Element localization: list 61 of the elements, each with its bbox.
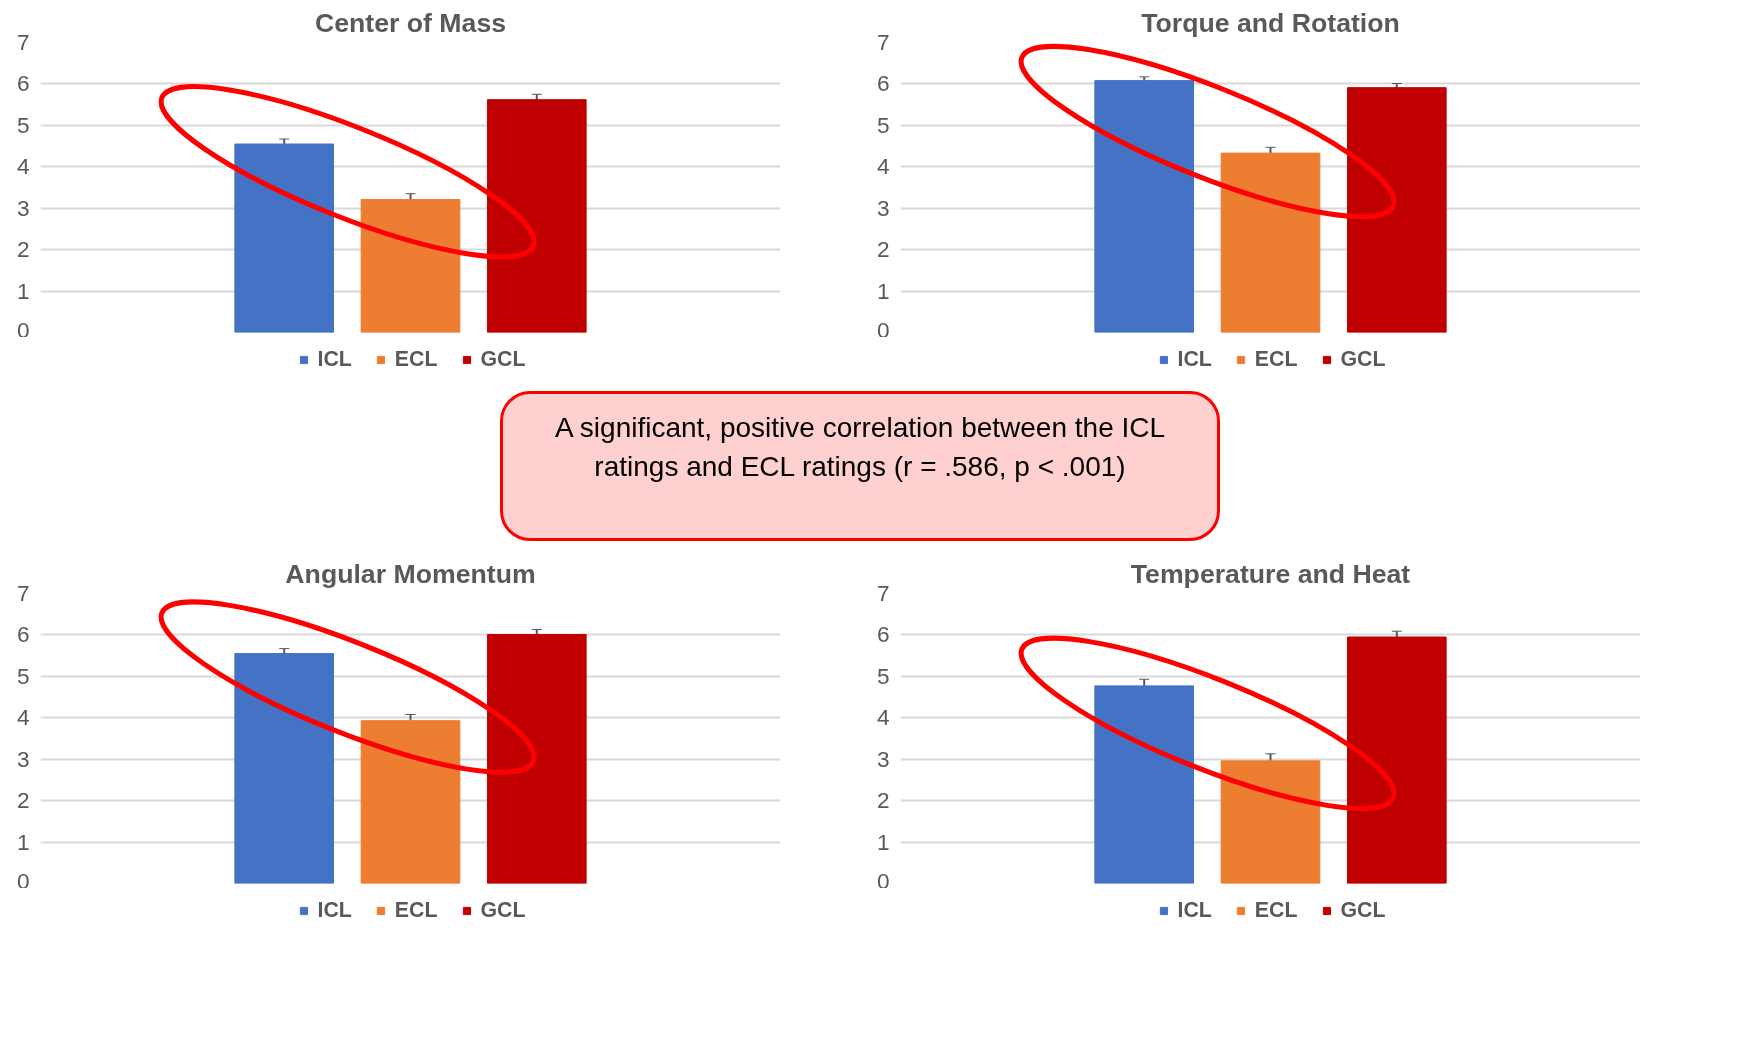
- bar: [486, 99, 587, 333]
- y-tick-label: 3: [16, 194, 30, 221]
- y-tick-label: 6: [16, 70, 30, 97]
- y-tick-label: 7: [876, 29, 890, 55]
- legend-label: ECL: [394, 897, 438, 923]
- chart-title: Temperature and Heat: [1130, 558, 1411, 589]
- bar: [1220, 760, 1321, 884]
- y-tick-label: 0: [16, 316, 30, 343]
- y-tick-label: 1: [16, 828, 30, 855]
- y-tick-label: 5: [16, 662, 30, 689]
- y-tick-label: 4: [876, 153, 890, 180]
- legend-label: GCL: [480, 346, 526, 372]
- y-tick-label: 2: [16, 236, 30, 263]
- bar: [360, 199, 461, 333]
- bar: [1346, 87, 1447, 333]
- y-tick-label: 7: [16, 29, 30, 55]
- y-tick-label: 3: [16, 745, 30, 772]
- y-tick-label: 4: [876, 704, 890, 731]
- y-tick-label: 2: [876, 236, 890, 263]
- bar: [234, 143, 335, 333]
- y-tick-label: 7: [876, 580, 890, 606]
- y-tick-label: 4: [16, 704, 30, 731]
- bar: [1094, 685, 1195, 884]
- y-tick-label: 2: [876, 787, 890, 814]
- legend-label: ICL: [317, 897, 352, 923]
- legend-label: ICL: [1177, 346, 1212, 372]
- bar: [1094, 80, 1195, 333]
- bar: [234, 653, 335, 884]
- y-tick-label: 0: [876, 867, 890, 894]
- y-tick-label: 3: [876, 194, 890, 221]
- legend-label: ICL: [1177, 897, 1212, 923]
- y-tick-label: 1: [876, 828, 890, 855]
- bar: [360, 720, 461, 884]
- chart-title: Center of Mass: [314, 7, 507, 38]
- y-tick-label: 1: [16, 277, 30, 304]
- y-tick-label: 0: [876, 316, 890, 343]
- y-tick-label: 6: [16, 621, 30, 648]
- text: A significant, positive correlation between the ICL ratings and ECL ratings (r = .586, p < .001): [553, 411, 1167, 485]
- legend-label: ECL: [1254, 897, 1298, 923]
- y-tick-label: 5: [876, 662, 890, 689]
- bar: [1346, 636, 1447, 884]
- y-tick-label: 2: [16, 787, 30, 814]
- chart-title: Angular Momentum: [285, 558, 536, 589]
- y-tick-label: 5: [876, 111, 890, 138]
- legend-label: ICL: [317, 346, 352, 372]
- legend-label: ECL: [1254, 346, 1298, 372]
- y-tick-label: 7: [16, 580, 30, 606]
- chart-title: Torque and Rotation: [1141, 7, 1400, 38]
- legend-label: GCL: [480, 897, 526, 923]
- y-tick-label: 6: [876, 621, 890, 648]
- bar: [486, 634, 587, 884]
- y-tick-label: 1: [876, 277, 890, 304]
- legend-label: GCL: [1340, 346, 1386, 372]
- y-tick-label: 6: [876, 70, 890, 97]
- y-tick-label: 5: [16, 111, 30, 138]
- y-tick-label: 4: [16, 153, 30, 180]
- legend-label: ECL: [394, 346, 438, 372]
- y-tick-label: 3: [876, 745, 890, 772]
- bar: [1220, 152, 1321, 333]
- y-tick-label: 0: [16, 867, 30, 894]
- legend-label: GCL: [1340, 897, 1386, 923]
